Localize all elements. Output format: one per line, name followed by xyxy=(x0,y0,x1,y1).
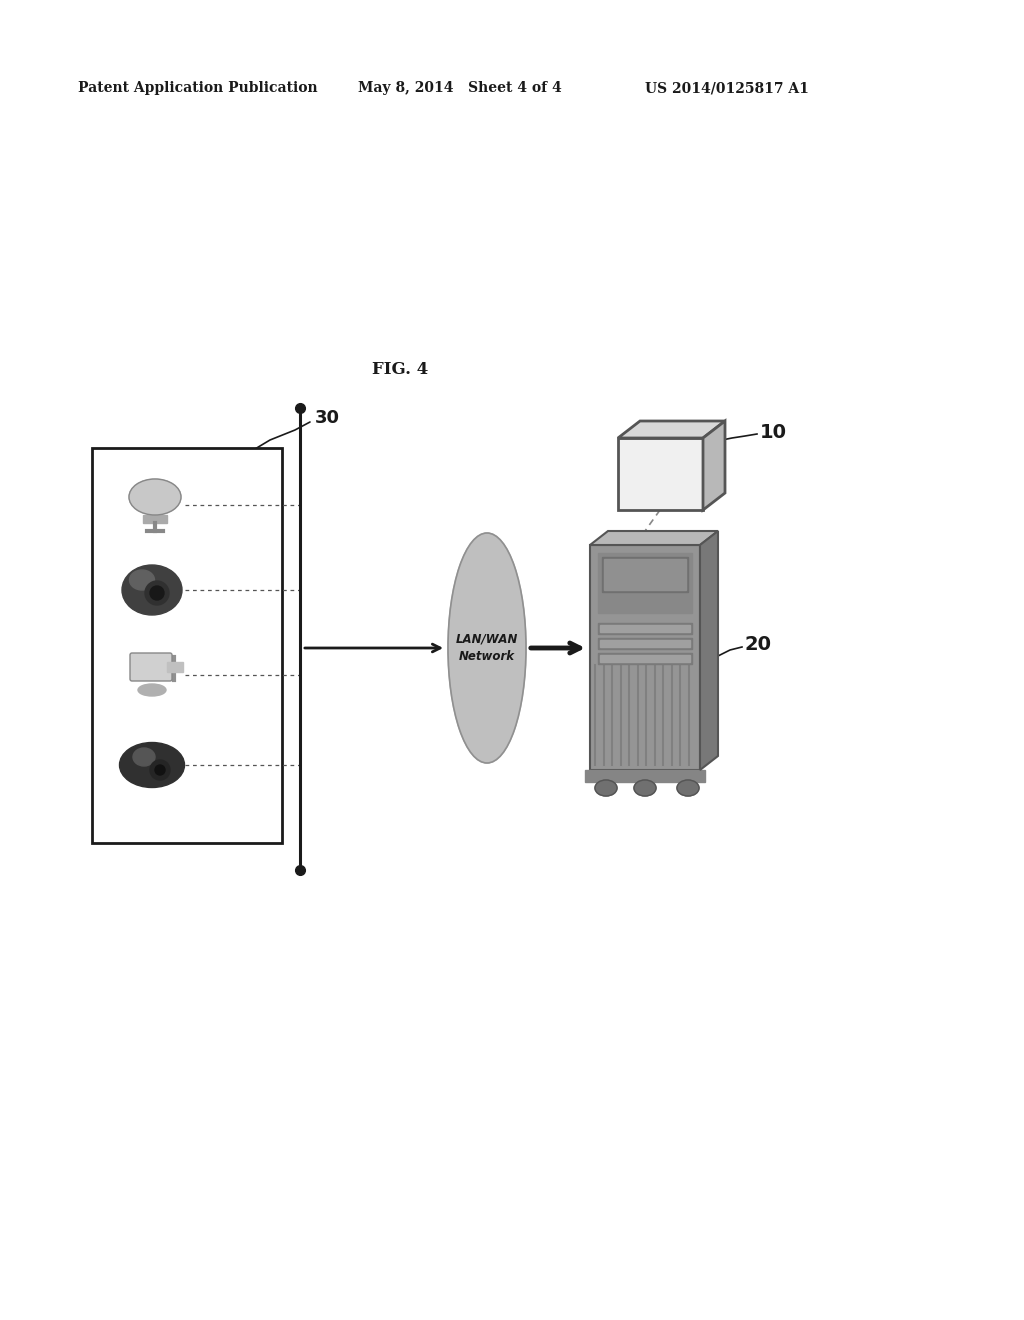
Bar xyxy=(598,623,692,634)
Polygon shape xyxy=(700,531,718,770)
Ellipse shape xyxy=(634,780,656,796)
Circle shape xyxy=(150,586,164,601)
Ellipse shape xyxy=(133,748,155,766)
Bar xyxy=(598,653,692,664)
Text: LAN/WAN
Network: LAN/WAN Network xyxy=(456,634,518,663)
Bar xyxy=(602,557,688,591)
FancyBboxPatch shape xyxy=(130,653,172,681)
Text: US 2014/0125817 A1: US 2014/0125817 A1 xyxy=(645,81,809,95)
Ellipse shape xyxy=(138,684,166,696)
Bar xyxy=(598,553,692,612)
Ellipse shape xyxy=(120,742,184,788)
Ellipse shape xyxy=(595,780,617,796)
Bar xyxy=(600,655,690,663)
Circle shape xyxy=(145,581,169,605)
Text: FIG. 4: FIG. 4 xyxy=(372,362,428,379)
Text: 20: 20 xyxy=(745,635,772,655)
Ellipse shape xyxy=(677,780,699,796)
Polygon shape xyxy=(618,421,725,438)
Bar xyxy=(590,545,700,770)
Circle shape xyxy=(155,766,165,775)
Bar xyxy=(585,770,705,781)
Polygon shape xyxy=(590,531,718,545)
Bar xyxy=(598,638,692,649)
Ellipse shape xyxy=(129,479,181,515)
Circle shape xyxy=(150,760,170,780)
Text: Patent Application Publication: Patent Application Publication xyxy=(78,81,317,95)
Bar xyxy=(618,438,703,510)
Text: 30: 30 xyxy=(315,409,340,426)
Bar xyxy=(92,447,282,843)
Ellipse shape xyxy=(122,565,182,615)
Text: May 8, 2014   Sheet 4 of 4: May 8, 2014 Sheet 4 of 4 xyxy=(358,81,562,95)
Bar xyxy=(143,515,167,523)
Bar xyxy=(600,624,690,632)
Ellipse shape xyxy=(449,533,526,763)
Bar xyxy=(604,558,686,590)
Polygon shape xyxy=(703,421,725,510)
Bar xyxy=(167,663,183,672)
Bar xyxy=(600,640,690,647)
Ellipse shape xyxy=(129,570,155,590)
Text: 10: 10 xyxy=(760,424,787,442)
